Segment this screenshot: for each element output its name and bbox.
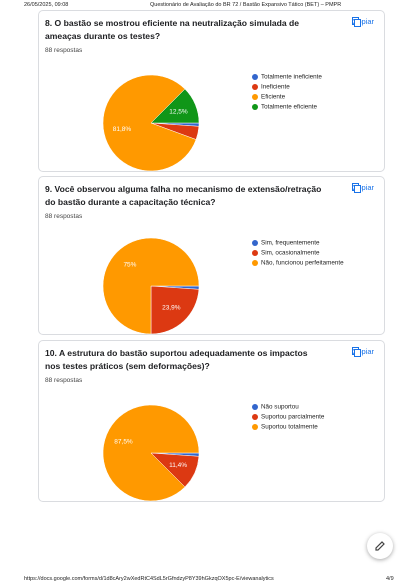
legend-label: Totalmente ineficiente (261, 74, 322, 81)
copy-button[interactable]: Copiar (351, 183, 374, 193)
legend-label: Sim, ocasionalmente (261, 250, 320, 257)
legend-marker (252, 404, 258, 410)
pie-slice (102, 404, 200, 502)
print-title: Questionário de Avaliação do BR 72 / Bas… (150, 2, 342, 8)
copy-icon (351, 183, 361, 193)
legend-marker (252, 414, 258, 420)
legend-marker (252, 240, 258, 246)
copy-icon-shape (353, 349, 361, 357)
legend-marker (252, 250, 258, 256)
question-title: 8. O bastão se mostrou eficiente na neut… (45, 18, 300, 41)
edit-icon (375, 541, 385, 551)
copy-button[interactable]: Copiar (351, 347, 374, 357)
copy-icon-shape (353, 185, 361, 193)
legend-label: Não suportou (261, 404, 299, 411)
slice-label: 12,5% (169, 108, 188, 115)
print-datetime: 26/05/2025, 09:08 (24, 2, 69, 8)
pie-chart: 23,9% 75% Sim, frequentemente Sim, ocasiona… (102, 237, 344, 335)
slice-label: 87,5% (114, 438, 133, 445)
question-title: 9. Você observou alguma falha no mecanis… (45, 184, 322, 207)
pie-chart: 11,4% 87,5% Não suportou Suportou parcialme… (102, 404, 325, 502)
response-count: 88 respostas (45, 47, 83, 54)
copy-icon-shape (353, 19, 361, 27)
legend-marker (252, 424, 258, 430)
legend-label: Não, funcionou perfeitamente (261, 260, 344, 267)
question-title: 10. A estrutura do bastão suportou adequ… (45, 348, 308, 371)
slice-label: 11,4% (169, 462, 187, 469)
pie-slice (150, 285, 200, 335)
legend-marker (252, 94, 258, 100)
question-card: 10. A estrutura do bastão suportou adequ… (38, 340, 385, 502)
legend-label: Suportou parcialmente (261, 414, 325, 421)
legend-label: Eficiente (261, 94, 286, 101)
legend-label: Sim, frequentemente (261, 240, 320, 247)
pie-chart: 81,8% 12,5% Totalmente ineficiente Ineficie… (102, 74, 322, 172)
slice-label: 75% (123, 262, 136, 269)
legend-label: Suportou totalmente (261, 424, 318, 431)
response-count: 88 respostas (45, 213, 83, 220)
pie-slice (102, 74, 197, 172)
response-count: 88 respostas (45, 377, 83, 384)
copy-icon (351, 347, 361, 357)
copy-label: Copiar (351, 17, 374, 26)
copy-label: Copiar (351, 183, 374, 192)
slice-label: 81,8% (113, 126, 132, 133)
legend-marker (252, 84, 258, 90)
slice-label: 23,9% (162, 304, 181, 311)
legend-label: Totalmente eficiente (261, 104, 318, 111)
copy-icon (351, 17, 361, 27)
copy-label: Copiar (351, 347, 374, 356)
legend-marker (252, 74, 258, 80)
question-card: 9. Você observou alguma falha no mecanis… (38, 176, 385, 335)
legend-marker (252, 260, 258, 266)
legend-marker (252, 104, 258, 110)
copy-button[interactable]: Copiar (351, 17, 374, 27)
pie-slice (102, 237, 200, 335)
print-page: 4/9 (386, 576, 394, 582)
pie-slice (150, 88, 200, 124)
print-url: https://docs.google.com/forms/d/1d8cAry2… (24, 576, 274, 582)
edit-button[interactable] (367, 533, 393, 559)
legend-label: Ineficiente (261, 84, 290, 91)
question-card: 8. O bastão se mostrou eficiente na neut… (38, 10, 385, 172)
